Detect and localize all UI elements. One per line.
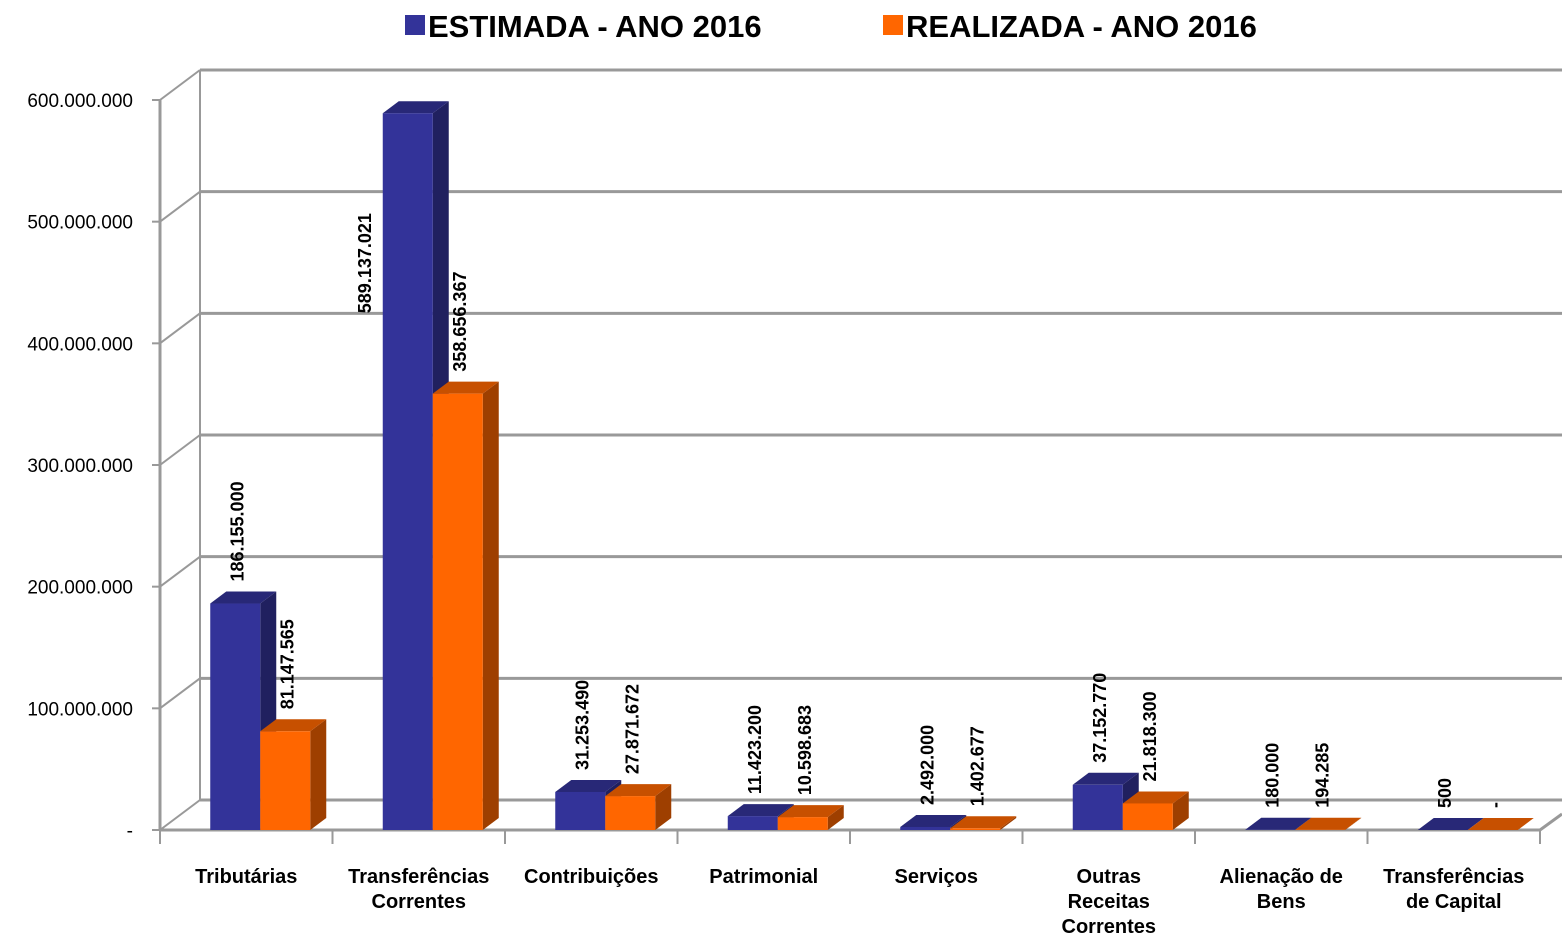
y-tick-label: 500.000.000 <box>27 213 133 234</box>
value-label: 31.253.490 <box>572 680 592 770</box>
bar <box>605 784 672 830</box>
grid-line <box>159 676 1562 710</box>
grid-line <box>159 555 1562 588</box>
bar-side <box>482 381 499 830</box>
x-tick-label: Serviços <box>895 866 978 888</box>
bar-top <box>210 591 277 604</box>
bar-front <box>1122 803 1173 830</box>
bar <box>1467 818 1534 830</box>
bar-top <box>1295 817 1362 830</box>
x-tick-label: Alienação de Bens <box>1220 866 1343 913</box>
value-label: 180.000 <box>1262 743 1282 808</box>
bar-top <box>1072 772 1139 785</box>
bar-top <box>1245 817 1312 830</box>
bar-top <box>260 719 327 732</box>
value-label: 186.155.000 <box>227 481 247 581</box>
bar <box>777 805 844 830</box>
bar <box>1122 791 1189 830</box>
bar-top <box>432 381 499 394</box>
value-label: 500 <box>1435 778 1455 808</box>
bar-front <box>1072 784 1123 830</box>
grid-side <box>159 555 201 588</box>
x-tick-label: Contribuições <box>524 866 658 888</box>
bar-front <box>950 828 1001 830</box>
bar-top <box>777 805 844 818</box>
bar-front <box>260 731 311 830</box>
value-label: 194.285 <box>1312 743 1332 808</box>
bar-front <box>900 826 951 830</box>
bar-top <box>382 101 449 114</box>
bar <box>432 381 499 830</box>
y-tick-label: 100.000.000 <box>27 699 133 720</box>
grid-side <box>159 434 201 466</box>
value-label: 358.656.367 <box>450 272 470 372</box>
value-label: 21.818.300 <box>1140 691 1160 781</box>
bar-front <box>210 603 261 830</box>
value-label: 589.137.021 <box>355 213 375 313</box>
bar <box>1417 817 1484 830</box>
bar-front <box>432 393 483 830</box>
bar-side <box>1467 817 1484 830</box>
legend-swatch <box>883 15 903 35</box>
bar-top <box>1467 818 1534 830</box>
value-label: - <box>1485 802 1505 808</box>
value-label: 81.147.565 <box>277 619 297 709</box>
x-tick-label: Transferências de Capital <box>1383 866 1524 913</box>
legend-swatch <box>405 15 425 35</box>
grid-line <box>159 311 1562 345</box>
bar-top <box>900 814 967 827</box>
bar-front <box>605 796 656 830</box>
grid-side <box>159 312 201 345</box>
bar-top <box>1417 817 1484 830</box>
bar-side <box>1000 816 1017 830</box>
bar-side <box>310 719 327 830</box>
grid-line <box>159 798 1562 831</box>
x-tick-label: Outras Receitas Correntes <box>1062 866 1156 936</box>
y-tick-label: 400.000.000 <box>27 334 133 355</box>
bar-top <box>950 816 1017 829</box>
value-label: 1.402.677 <box>967 726 987 806</box>
value-label: 11.423.200 <box>745 705 765 794</box>
bar-front <box>555 791 606 830</box>
bar-side <box>1345 817 1362 830</box>
grid-side <box>159 799 201 831</box>
value-label: 37.152.770 <box>1090 673 1110 763</box>
x-tick-label: Tributárias <box>195 866 297 888</box>
bar-top <box>727 804 794 817</box>
value-label: 27.871.672 <box>622 684 642 774</box>
y-tick-label: - <box>127 821 133 842</box>
grid-line <box>159 68 1562 101</box>
bar <box>950 816 1017 830</box>
grid-side <box>159 69 201 101</box>
bar-side <box>1172 791 1189 830</box>
value-label: 2.492.000 <box>917 725 937 805</box>
value-label: 10.598.683 <box>795 705 815 795</box>
y-tick-label: 600.000.000 <box>27 91 133 112</box>
bar-front <box>727 816 778 830</box>
bar-top <box>1122 791 1189 804</box>
legend-label: ESTIMADA - ANO 2016 <box>428 9 762 44</box>
grid-side <box>159 677 201 710</box>
legend-label: REALIZADA - ANO 2016 <box>906 9 1257 44</box>
y-tick-label: 200.000.000 <box>27 578 133 599</box>
bar-front <box>777 817 828 830</box>
bar-side <box>655 784 672 830</box>
bar-side <box>827 805 844 830</box>
bar <box>260 719 327 830</box>
bar <box>210 591 277 830</box>
floor-edge <box>1539 812 1562 832</box>
bar-top <box>605 784 672 797</box>
grid-line <box>159 433 1562 466</box>
x-tick-label: Patrimonial <box>709 866 818 888</box>
grid-side <box>159 190 201 223</box>
bar-top <box>555 779 622 792</box>
y-tick-label: 300.000.000 <box>27 456 133 477</box>
bar <box>1295 817 1362 830</box>
x-tick-label: Transferências Correntes <box>348 866 489 913</box>
bar-front <box>382 113 433 831</box>
